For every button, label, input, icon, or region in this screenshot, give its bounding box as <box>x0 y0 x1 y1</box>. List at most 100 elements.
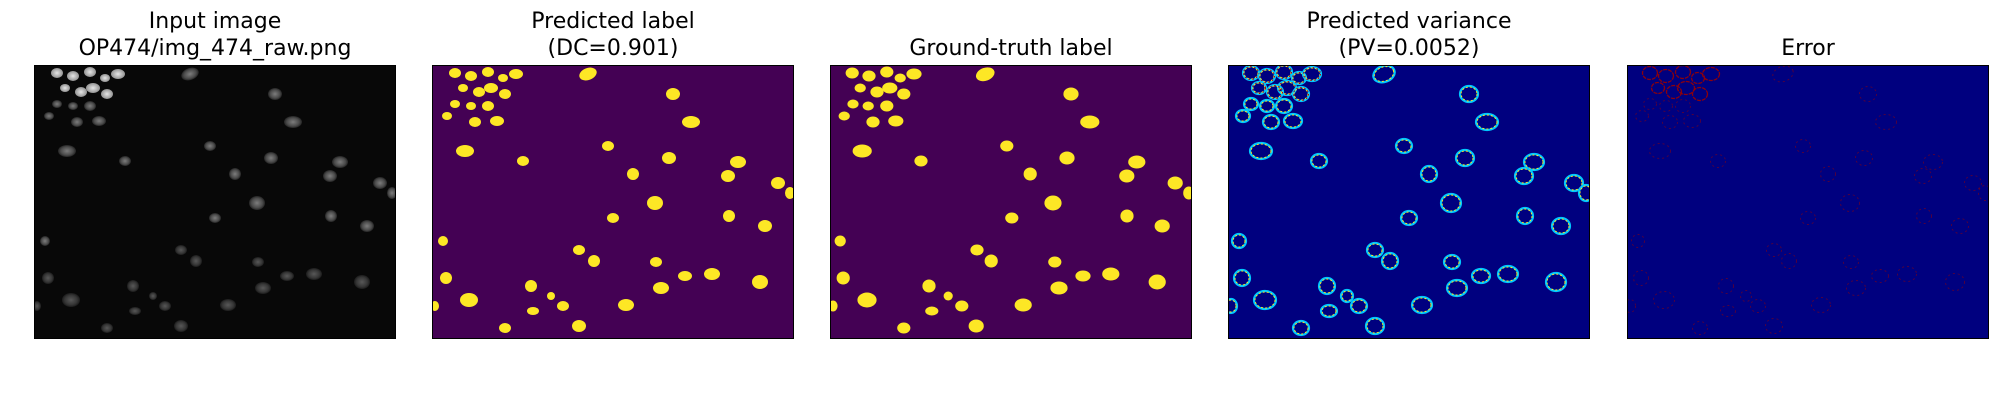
variance-ring <box>1577 183 1589 203</box>
variance-ring-inner <box>1351 299 1367 313</box>
error-outline <box>1811 297 1831 313</box>
variance-ring-inner <box>1311 154 1327 168</box>
variance-ring <box>1458 84 1480 104</box>
nucleus <box>100 74 110 82</box>
error-outline <box>1945 273 1965 291</box>
variance-ring-inner <box>1263 115 1279 129</box>
nucleus-mask <box>831 300 838 312</box>
error-outline <box>1650 81 1666 95</box>
nucleus <box>149 292 157 300</box>
nucleus-mask <box>438 236 448 246</box>
nucleus <box>40 236 50 246</box>
nucleus <box>209 213 221 223</box>
nucleus-mask <box>704 268 720 280</box>
error-outline <box>1740 290 1752 302</box>
nucleus-mask <box>469 117 481 127</box>
variance-ring <box>1349 297 1369 315</box>
error-outline <box>1800 211 1816 225</box>
nucleus <box>255 282 271 294</box>
nucleus <box>204 141 216 151</box>
nucleus-mask <box>984 254 998 268</box>
variance-ring <box>1454 148 1476 168</box>
variance-ring-inner <box>1236 110 1250 122</box>
nucleus-mask <box>460 293 478 307</box>
nucleus-mask <box>682 116 700 128</box>
error-outline <box>1665 84 1683 100</box>
error-outline <box>1859 86 1877 102</box>
panel-title-line-1: Predicted variance <box>1306 9 1512 34</box>
ground-truth-label-map <box>831 66 1191 338</box>
nucleus-mask <box>1014 298 1032 312</box>
nucleus-mask <box>894 73 906 83</box>
nucleus-mask <box>579 67 597 81</box>
panel-predicted-label: Predicted label (DC=0.901) <box>432 0 794 400</box>
nucleus-mask <box>509 69 523 79</box>
error-outline <box>1897 266 1917 282</box>
image-frame <box>1228 65 1590 339</box>
error-outline <box>1701 66 1721 82</box>
variance-ring-inner <box>1498 266 1518 282</box>
variance-ring <box>1364 316 1386 336</box>
nucleus-mask <box>1148 274 1166 290</box>
nucleus-mask <box>442 112 452 120</box>
variance-ring-inner <box>1341 290 1353 302</box>
error-outline <box>1795 139 1811 153</box>
nucleus-mask <box>498 74 508 82</box>
nucleus-mask <box>845 67 859 79</box>
variance-ring-inner <box>1421 166 1437 182</box>
error-outline <box>1659 100 1673 112</box>
variance-ring-inner <box>1229 299 1237 313</box>
nucleus-mask <box>1154 219 1170 233</box>
error-outline <box>1846 280 1866 296</box>
nucleus-mask <box>1120 209 1134 223</box>
error-outline <box>1871 269 1889 283</box>
nucleus-mask <box>1050 281 1068 295</box>
nucleus-mask <box>527 307 539 315</box>
variance-ring-inner <box>1441 194 1461 212</box>
variance-ring-inner <box>1244 98 1258 110</box>
nucleus-mask <box>857 292 877 308</box>
variance-ring-inner <box>1552 218 1570 234</box>
error-outline <box>1692 321 1708 335</box>
nucleus-mask <box>854 83 866 93</box>
nucleus <box>354 275 370 289</box>
variance-ring-inner <box>1232 234 1246 248</box>
nucleus-mask <box>1167 176 1183 190</box>
error-outline <box>1633 270 1649 286</box>
nucleus <box>174 320 188 332</box>
variance-ring <box>1515 206 1535 226</box>
error-outline <box>1653 291 1675 309</box>
nucleus-mask <box>752 275 768 289</box>
nucleus <box>306 268 322 280</box>
nucleus-mask <box>758 220 772 232</box>
nucleus-mask <box>557 301 569 311</box>
nucleus <box>268 88 282 100</box>
nucleus-mask <box>888 115 904 127</box>
predicted-label-map <box>433 66 793 338</box>
nucleus <box>60 84 70 92</box>
variance-ring <box>1442 253 1462 271</box>
nucleus-mask <box>517 156 529 166</box>
nucleus <box>175 245 187 255</box>
nucleus-mask <box>456 145 474 157</box>
nucleus-mask <box>914 155 928 167</box>
image-background <box>831 66 1191 338</box>
panel-title-line-1: Predicted label <box>531 9 695 34</box>
nucleus <box>360 220 374 232</box>
variance-ring-inner <box>1444 255 1460 269</box>
image-background <box>35 66 395 338</box>
variance-ring <box>1282 112 1304 130</box>
error-outline <box>1662 115 1678 129</box>
nucleus-mask <box>440 272 452 284</box>
variance-ring-inner <box>1476 114 1498 130</box>
nucleus <box>373 177 387 189</box>
nucleus <box>75 87 87 97</box>
variance-ring-inner <box>1472 269 1490 283</box>
panel-title-line-2: (DC=0.901) <box>547 36 679 61</box>
nucleus <box>92 116 106 126</box>
variance-ring <box>1365 241 1385 259</box>
nucleus <box>264 152 278 164</box>
nucleus-mask <box>955 300 969 312</box>
nucleus-mask <box>490 116 504 126</box>
nucleus <box>325 210 337 222</box>
